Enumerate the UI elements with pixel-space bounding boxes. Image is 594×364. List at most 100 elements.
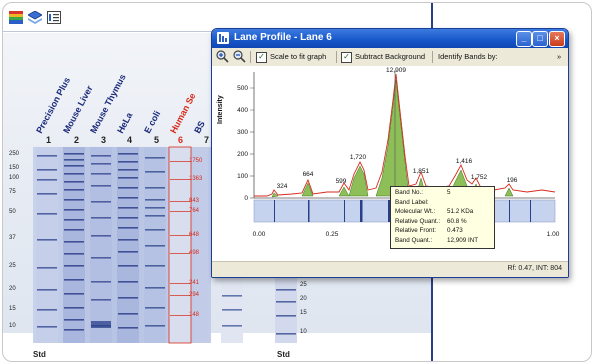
tooltip-label: Band Quant.: xyxy=(395,237,433,244)
mw-marker-label: 20 xyxy=(9,286,16,292)
gel-band xyxy=(64,159,84,161)
gel-band xyxy=(118,197,138,199)
gel-band xyxy=(91,185,111,187)
subtract-background-checkbox[interactable]: ✓ xyxy=(341,52,352,63)
tooltip-value: 51.2 KDa xyxy=(447,208,474,216)
layers-icon[interactable] xyxy=(28,11,42,24)
lane6-mw-label: 1363 xyxy=(189,176,203,182)
gel-band xyxy=(91,325,111,327)
tooltip-value: 12,909 INT xyxy=(447,237,479,244)
gel-band xyxy=(37,193,57,195)
subtract-background-label: Subtract Background xyxy=(355,52,426,61)
lane-profile-window[interactable]: Lane Profile - Lane 6 _ □ × ✓ Scale to f… xyxy=(211,28,569,278)
gel-band xyxy=(118,161,138,163)
tooltip-label: Band Label: xyxy=(395,198,429,206)
minimize-button[interactable]: _ xyxy=(516,31,532,47)
tooltip-value: 0.473 xyxy=(447,227,463,235)
gel-band xyxy=(170,161,190,162)
x-tick-label: 0.25 xyxy=(326,231,339,238)
y-tick-label: 100 xyxy=(237,173,248,180)
lane-4 xyxy=(117,147,139,343)
gel-band xyxy=(145,245,165,247)
gel-band xyxy=(91,217,111,219)
gel-band xyxy=(91,299,111,301)
gel-band xyxy=(145,325,165,327)
peak-label: 196 xyxy=(507,177,518,184)
gel-band xyxy=(64,319,84,321)
window-status-bar: Rf: 0.47, INT: 804 xyxy=(212,261,568,277)
gel-band xyxy=(118,297,138,299)
gel-band xyxy=(145,207,165,209)
gel-band xyxy=(64,199,84,201)
color-bars-icon[interactable] xyxy=(9,11,23,24)
peak-label: 1,720 xyxy=(350,154,367,161)
gel-band xyxy=(222,325,242,327)
gel-band xyxy=(170,235,190,236)
peak-label: 1,416 xyxy=(456,158,473,165)
gel-band xyxy=(145,287,165,289)
gel-band xyxy=(91,163,111,165)
lane-number: 2 xyxy=(74,135,80,145)
gel-band xyxy=(64,253,84,255)
lane-3 xyxy=(90,147,112,343)
zoom-in-icon[interactable] xyxy=(216,50,229,63)
gel-band xyxy=(118,227,138,229)
lane-number: 1 xyxy=(46,135,52,145)
gel-band xyxy=(64,219,84,221)
tooltip-label: Band No.: xyxy=(395,189,424,196)
gel-band xyxy=(145,215,165,217)
toolbar-overflow-button[interactable]: » xyxy=(557,52,562,61)
gel-band xyxy=(37,213,57,215)
strip-band xyxy=(360,200,363,222)
maximize-button[interactable]: □ xyxy=(532,31,548,47)
gel-band xyxy=(170,315,190,316)
gel-band xyxy=(91,201,111,203)
gel-band xyxy=(64,209,84,211)
gel-band xyxy=(276,333,296,335)
lane-number: 4 xyxy=(127,135,133,145)
gel-band xyxy=(170,253,190,254)
gel-band xyxy=(118,169,138,171)
tooltip-label: Relative Front: xyxy=(395,227,436,235)
gel-band xyxy=(145,171,165,173)
gel-band xyxy=(64,279,84,281)
identify-bands-label[interactable]: Identify Bands by: xyxy=(438,52,498,61)
gel-band xyxy=(145,229,165,231)
gel-band xyxy=(118,207,138,209)
mw-marker-label: 25 xyxy=(9,263,16,269)
strip-band xyxy=(344,200,345,222)
mw-marker-label: 15 xyxy=(9,306,16,312)
gel-band xyxy=(91,173,111,175)
gel-band xyxy=(145,199,165,201)
gel-band xyxy=(118,217,138,219)
zoom-out-icon[interactable] xyxy=(233,50,246,63)
gel-band xyxy=(64,293,84,295)
info-list-icon[interactable] xyxy=(47,11,61,24)
lane6-mw-label: 1750 xyxy=(189,158,203,164)
gel-band xyxy=(91,155,111,157)
gel-band xyxy=(64,265,84,267)
gel-band xyxy=(64,189,84,191)
gel-band xyxy=(170,283,190,284)
gel-lanes xyxy=(36,146,297,344)
gel-band xyxy=(276,315,296,317)
lane-number: 3 xyxy=(101,135,107,145)
lane6-mw-label: 648 xyxy=(189,232,200,238)
lane-number: 7 xyxy=(204,135,210,145)
mw-marker-label: 150 xyxy=(9,165,20,171)
gel-band xyxy=(276,301,296,303)
lane6-mw-label: 294 xyxy=(189,292,200,298)
strip-band xyxy=(530,200,531,222)
gel-band xyxy=(118,251,138,253)
peak-label: 1,851 xyxy=(413,168,430,175)
tooltip-label: Relative Quant.: xyxy=(395,217,441,225)
gel-band xyxy=(37,267,57,269)
mw-marker-label: 100 xyxy=(9,175,20,181)
close-button[interactable]: × xyxy=(549,31,565,47)
mw-marker-label-right: 10 xyxy=(300,329,307,335)
lane6-mw-label: 148 xyxy=(189,312,200,318)
window-title-bar[interactable]: Lane Profile - Lane 6 _ □ × xyxy=(212,29,568,48)
gel-band xyxy=(64,173,84,175)
scale-to-fit-checkbox[interactable]: ✓ xyxy=(256,52,267,63)
